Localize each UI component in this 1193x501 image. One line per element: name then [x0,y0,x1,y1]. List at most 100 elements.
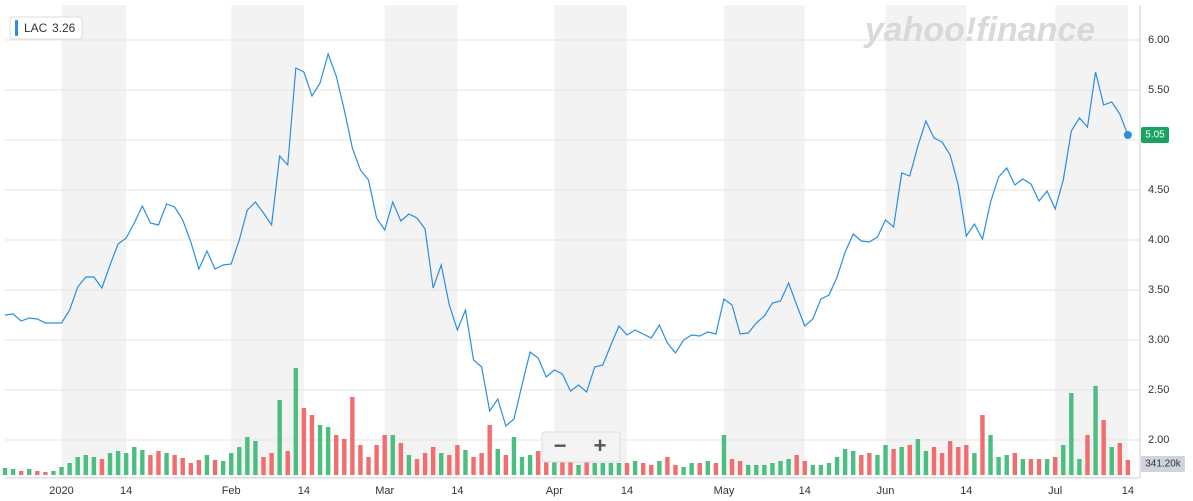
volume-bar [826,463,832,475]
overlay: 5.05 341.20k [1123,127,1185,473]
volume-bar [1061,445,1066,475]
volume-bar [1077,459,1082,475]
volume-bar [649,465,654,475]
volume-bar [83,455,88,475]
volume-bar [67,463,72,475]
volume-bar [366,457,371,475]
volume-bar [552,455,557,475]
volume-bar [859,455,864,475]
volume-bar [51,471,56,475]
x-tick-label: Jun [877,485,895,497]
volume-bar [245,437,250,475]
volume-bar [1109,447,1114,475]
volume-bar [584,461,589,475]
volume-bar [406,455,412,475]
x-tick-label: Feb [222,485,241,497]
x-tick-label: Mar [375,485,394,497]
volume-bar [107,453,113,475]
volume-bar [43,472,48,475]
volume-bar [802,461,807,475]
x-tick-label: 14 [451,485,463,497]
volume-bar [770,463,775,475]
volume-bar [156,451,161,475]
y-tick-label: 6.00 [1148,34,1169,46]
volume-bar [301,408,307,475]
volume-bar [228,453,234,475]
volume-bar [123,453,129,475]
volume-bar [140,450,145,475]
volume-bar [487,425,492,475]
volume-bar [132,447,137,475]
zoom-out[interactable]: − [554,433,567,458]
zoom-controls: − + [541,431,621,463]
volume-bar [624,463,630,475]
legend-name: LAC [24,21,48,35]
volume-bar [956,447,961,475]
volume-bar [1069,393,1074,475]
volume-bar [358,445,363,475]
volume-bar [632,461,638,475]
volume-bar [988,435,993,475]
volume-bar [398,443,404,475]
volume-bar [1101,420,1106,475]
volume-bar [939,453,945,475]
volume-bar [148,455,153,475]
volume-bar [519,457,525,475]
volume-bar [204,455,210,475]
volume-bar [439,453,444,475]
volume-bar [342,439,347,475]
x-tick-label: Apr [546,485,563,497]
band [554,5,628,478]
x-tick-label: 14 [960,485,972,497]
x-tick-label: 14 [120,485,132,497]
volume-bar [463,450,468,475]
volume-badge [1141,456,1185,473]
volume-bar [681,467,686,475]
volume-bar [325,427,331,475]
volume-bar [334,435,339,475]
volume-bar [657,461,662,475]
volume-bar [75,457,80,475]
volume-bar [980,415,985,475]
volume-bar [535,451,541,475]
volume-bar [600,463,605,475]
volume-bar [285,451,290,475]
x-tick-label: 14 [298,485,310,497]
x-tick-label: 2020 [49,485,73,497]
volume-bar [309,415,315,475]
volume-bar [842,449,848,475]
band [1055,5,1128,478]
volume-bar [495,449,500,475]
volume-bar [794,455,799,475]
volume-bar [1044,459,1050,475]
volume-bar [964,445,969,475]
band [384,5,458,478]
y-tick-label: 3.00 [1148,334,1169,346]
volume-bar [915,439,921,475]
volume-bar [390,435,395,475]
volume-bar [253,441,258,475]
volume-bar [947,441,953,475]
volume-bar [754,465,759,475]
volume-bar [746,465,751,475]
volume-bar [374,445,379,475]
volume-bar [503,455,509,475]
volume-bar [673,465,678,475]
zoom-in[interactable]: + [594,433,607,458]
y-tick-label: 2.50 [1148,384,1169,396]
volume-bar [762,465,767,475]
watermark: yahoo!finance [863,11,1095,49]
volume-bar [27,469,32,475]
volume-bar [568,461,573,475]
volume-bar [220,461,226,475]
grid: 2020 14 Feb 14 Mar 14 Apr 14 May 14 Jun 14 Jul 14 2.00… [5,34,1169,497]
volume-bar [59,467,64,475]
volume-bar [293,368,299,475]
x-tick-label: May [714,485,735,497]
volume-bar [430,447,436,475]
volume-bar [923,451,929,475]
volume-bar [527,455,533,475]
volume-bar [1036,459,1042,475]
volume-bar [1004,455,1009,475]
